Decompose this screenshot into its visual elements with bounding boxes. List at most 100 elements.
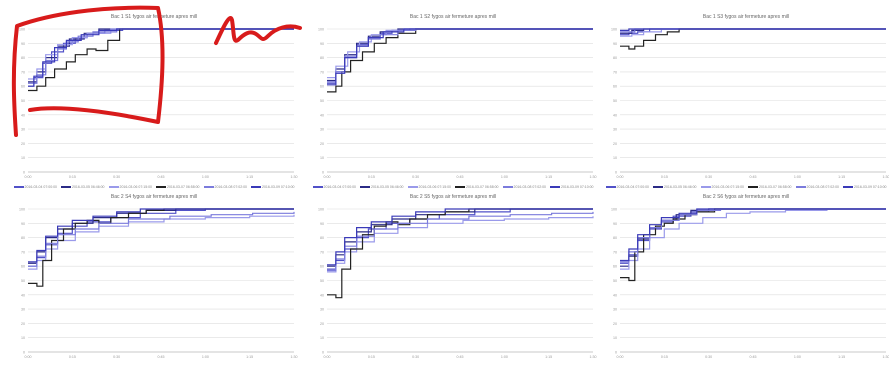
legend-entry: 2016-03-06 07:15:00 (109, 185, 153, 189)
legend-swatch (606, 186, 616, 188)
y-tick-label: 50 (613, 279, 617, 283)
y-tick-label: 90 (320, 42, 324, 46)
x-tick-label: 0:45 (457, 355, 464, 359)
y-tick-label: 60 (613, 265, 617, 269)
x-tick-label: 0:45 (158, 355, 165, 359)
y-tick-label: 80 (320, 56, 324, 60)
y-tick-label: 20 (613, 142, 617, 146)
y-tick-label: 100 (19, 28, 25, 32)
series-line (28, 29, 294, 82)
legend-label: 2016-03-07 06:58:00 (759, 185, 792, 189)
y-tick-label: 50 (320, 99, 324, 103)
x-tick-label: 1:30 (590, 355, 597, 359)
legend-label: 2016-03-09 07:10:00 (854, 185, 887, 189)
legend-entry: 2016-03-07 06:58:00 (455, 185, 499, 189)
series-line (327, 29, 593, 78)
x-tick-label: 1:30 (883, 175, 889, 179)
y-tick-label: 40 (21, 113, 25, 117)
x-tick-label: 1:15 (838, 355, 845, 359)
legend-label: 2016-03-04 07:00:00 (617, 185, 650, 189)
legend-entry: 2016-03-05 06:46:00 (61, 185, 105, 189)
series-line (327, 216, 593, 272)
x-tick-label: 1:30 (291, 175, 298, 179)
x-tick-label: 1:00 (501, 355, 508, 359)
series-line (327, 209, 593, 298)
y-tick-label: 70 (613, 250, 617, 254)
series-line (28, 212, 294, 266)
series-line (327, 29, 593, 92)
legend-swatch (653, 186, 663, 188)
y-tick-label: 60 (21, 265, 25, 269)
series-line (28, 29, 294, 83)
legend-swatch (251, 186, 261, 188)
y-tick-label: 80 (613, 236, 617, 240)
x-tick-label: 0:45 (158, 175, 165, 179)
legend-label: 2016-03-05 06:46:00 (664, 185, 697, 189)
series-line (620, 209, 886, 262)
y-tick-label: 0 (615, 351, 617, 355)
x-tick-label: 0:15 (69, 355, 76, 359)
y-tick-label: 20 (613, 322, 617, 326)
x-tick-label: 0:15 (69, 175, 76, 179)
legend-entry: 2016-03-08 07:02:00 (503, 185, 547, 189)
y-tick-label: 80 (21, 56, 25, 60)
y-tick-label: 10 (320, 336, 324, 340)
legend-entry: 2016-03-09 07:10:00 (550, 185, 594, 189)
y-tick-label: 20 (320, 142, 324, 146)
series-line (28, 209, 294, 263)
y-tick-label: 0 (615, 171, 617, 175)
x-tick-label: 1:15 (246, 355, 253, 359)
legend-label: 2016-03-04 07:00:00 (324, 185, 357, 189)
y-tick-label: 50 (613, 99, 617, 103)
legend-label: 2016-03-09 07:10:00 (561, 185, 594, 189)
x-tick-label: 1:30 (590, 175, 597, 179)
y-tick-label: 20 (320, 322, 324, 326)
legend-entry: 2016-03-04 07:00:00 (14, 185, 58, 189)
y-tick-label: 10 (613, 156, 617, 160)
y-tick-label: 50 (320, 279, 324, 283)
y-tick-label: 30 (613, 308, 617, 312)
x-tick-label: 0:00 (617, 175, 624, 179)
x-tick-label: 1:00 (202, 355, 209, 359)
y-tick-label: 30 (21, 308, 25, 312)
x-tick-label: 1:30 (883, 355, 889, 359)
legend-label: 2016-03-08 07:02:00 (807, 185, 840, 189)
x-tick-label: 1:15 (545, 175, 552, 179)
series-line (28, 209, 294, 262)
x-tick-label: 0:30 (113, 175, 120, 179)
y-tick-label: 20 (21, 322, 25, 326)
legend-entry: 2016-03-05 06:46:00 (360, 185, 404, 189)
x-tick-label: 0:15 (661, 355, 668, 359)
y-tick-label: 40 (613, 293, 617, 297)
legend-swatch (748, 186, 758, 188)
x-tick-label: 0:00 (617, 355, 624, 359)
legend-swatch (796, 186, 806, 188)
legend-entry: 2016-03-04 07:00:00 (313, 185, 357, 189)
y-tick-label: 100 (611, 28, 617, 32)
y-tick-label: 60 (320, 85, 324, 89)
legend-label: 2016-03-09 07:10:00 (262, 185, 295, 189)
series-line (28, 29, 294, 79)
y-tick-label: 70 (320, 250, 324, 254)
series-line (28, 209, 294, 286)
y-tick-label: 100 (318, 28, 324, 32)
y-tick-label: 60 (21, 85, 25, 89)
y-tick-label: 0 (322, 351, 324, 355)
series-line (620, 209, 886, 269)
y-tick-label: 100 (19, 208, 25, 212)
x-tick-label: 1:30 (291, 355, 298, 359)
x-tick-label: 0:15 (368, 355, 375, 359)
legend-label: 2016-03-05 06:46:00 (371, 185, 404, 189)
y-tick-label: 90 (613, 42, 617, 46)
legend-swatch (408, 186, 418, 188)
x-tick-label: 1:15 (545, 355, 552, 359)
y-tick-label: 70 (613, 70, 617, 74)
legend-label: 2016-03-05 06:46:00 (72, 185, 105, 189)
series-line (327, 29, 593, 85)
x-tick-label: 0:00 (324, 175, 331, 179)
x-tick-label: 0:45 (457, 175, 464, 179)
